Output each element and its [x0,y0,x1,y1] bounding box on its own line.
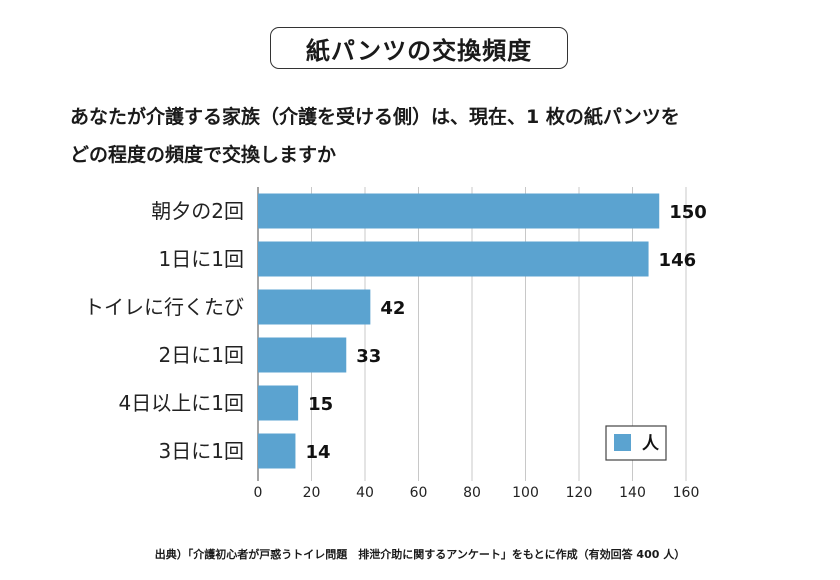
bar-2 [258,289,371,325]
question-line-1: あなたが介護する家族（介護を受ける側）は、現在、1 枚の紙パンツを [70,106,680,128]
legend-box [605,425,667,461]
legend-swatch [614,434,631,451]
value-label-2: 42 [380,298,405,319]
question-text: あなたが介護する家族（介護を受ける側）は、現在、1 枚の紙パンツを どの程度の頻… [70,98,800,174]
x-tick-label-120: 120 [566,485,593,501]
legend-label: 人 [642,434,660,454]
bar-0 [258,193,660,229]
value-label-0: 150 [669,202,707,223]
value-label-5: 14 [305,442,330,463]
category-label-3: 2日に1回 [159,343,244,367]
x-tick-label-80: 80 [463,485,481,501]
question-line-2: どの程度の頻度で交換しますか [70,144,337,166]
category-label-2: トイレに行くたび [84,295,244,319]
value-label-3: 33 [356,346,381,367]
bar-4 [258,385,299,421]
category-label-0: 朝夕の2回 [151,199,244,223]
source-note: 出典）「介護初心者が戸惑うトイレ問題 排泄介助に関するアンケート」をもとに作成（… [154,548,686,561]
x-tick-label-20: 20 [303,485,321,501]
bar-1 [258,241,649,277]
x-tick-label-160: 160 [673,485,700,501]
category-label-4: 4日以上に1回 [119,391,244,415]
x-tick-label-60: 60 [410,485,428,501]
chart-title: 紙パンツの交換頻度 [270,27,568,69]
value-label-4: 15 [308,394,333,415]
category-label-1: 1日に1回 [159,247,244,271]
bar-5 [258,433,296,469]
value-label-1: 146 [659,250,697,271]
bar-3 [258,337,347,373]
x-tick-label-40: 40 [356,485,374,501]
x-tick-label-140: 140 [619,485,646,501]
x-tick-label-0: 0 [254,485,263,501]
x-tick-label-100: 100 [512,485,539,501]
category-label-5: 3日に1回 [159,439,244,463]
